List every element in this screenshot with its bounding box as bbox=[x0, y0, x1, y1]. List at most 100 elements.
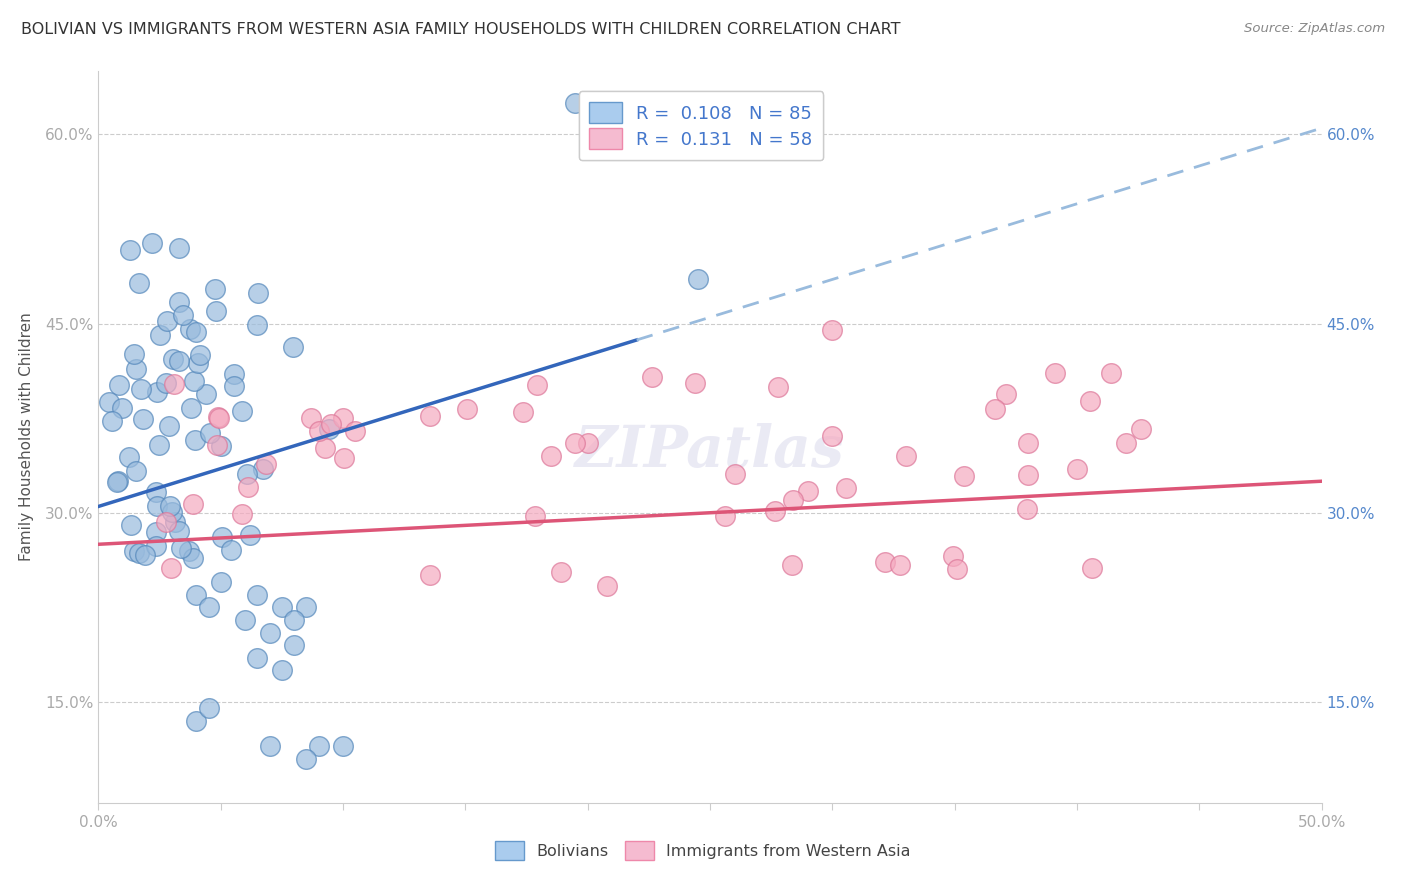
Point bbox=[208, 410, 231, 425]
Point bbox=[995, 386, 1018, 401]
Point bbox=[172, 308, 194, 322]
Point bbox=[162, 505, 184, 519]
Point bbox=[177, 544, 200, 558]
Point bbox=[596, 579, 619, 593]
Point bbox=[564, 95, 586, 110]
Point bbox=[797, 483, 820, 498]
Point bbox=[252, 462, 274, 476]
Point bbox=[259, 625, 281, 640]
Point bbox=[205, 438, 228, 452]
Point bbox=[332, 411, 354, 425]
Point bbox=[167, 295, 190, 310]
Point bbox=[318, 422, 340, 436]
Point bbox=[894, 449, 917, 463]
Point bbox=[295, 600, 318, 615]
Point bbox=[724, 467, 747, 481]
Point bbox=[942, 549, 965, 563]
Point bbox=[254, 457, 277, 471]
Point bbox=[198, 425, 221, 440]
Point bbox=[512, 405, 534, 419]
Point bbox=[183, 375, 205, 389]
Point bbox=[270, 600, 294, 615]
Point bbox=[159, 560, 181, 574]
Point bbox=[187, 356, 209, 370]
Point bbox=[145, 525, 167, 540]
Point bbox=[163, 376, 186, 391]
Point bbox=[238, 480, 260, 494]
Point bbox=[419, 409, 441, 423]
Point bbox=[314, 441, 336, 455]
Text: Source: ZipAtlas.com: Source: ZipAtlas.com bbox=[1244, 22, 1385, 36]
Point bbox=[889, 558, 911, 573]
Point bbox=[238, 528, 260, 542]
Point bbox=[222, 379, 245, 393]
Point bbox=[686, 272, 709, 286]
Point bbox=[101, 414, 124, 428]
Point bbox=[118, 450, 141, 465]
Point bbox=[1017, 467, 1039, 482]
Point bbox=[131, 382, 153, 396]
Point bbox=[205, 303, 228, 318]
Point bbox=[149, 328, 172, 343]
Point bbox=[231, 507, 253, 521]
Point bbox=[319, 417, 342, 432]
Point bbox=[576, 436, 599, 450]
Point bbox=[283, 638, 305, 652]
Point bbox=[259, 739, 281, 753]
Point bbox=[224, 367, 246, 381]
Point bbox=[181, 497, 204, 511]
Point bbox=[186, 714, 208, 728]
Point bbox=[984, 402, 1007, 417]
Point bbox=[188, 348, 211, 362]
Point bbox=[766, 380, 789, 394]
Point bbox=[873, 555, 896, 569]
Point bbox=[233, 613, 256, 627]
Point bbox=[1101, 366, 1123, 380]
Point bbox=[97, 395, 120, 409]
Point bbox=[145, 500, 167, 514]
Point bbox=[131, 412, 153, 426]
Point bbox=[195, 387, 218, 401]
Point bbox=[295, 752, 318, 766]
Point bbox=[120, 243, 142, 257]
Point bbox=[186, 326, 208, 340]
Point bbox=[526, 378, 548, 392]
Point bbox=[299, 411, 322, 425]
Point bbox=[419, 568, 441, 582]
Point bbox=[344, 424, 367, 438]
Point bbox=[211, 531, 233, 545]
Point bbox=[564, 436, 586, 450]
Point bbox=[125, 464, 148, 478]
Point bbox=[1080, 393, 1102, 408]
Point bbox=[945, 562, 967, 576]
Text: BOLIVIAN VS IMMIGRANTS FROM WESTERN ASIA FAMILY HOUSEHOLDS WITH CHILDREN CORRELA: BOLIVIAN VS IMMIGRANTS FROM WESTERN ASIA… bbox=[21, 22, 901, 37]
Point bbox=[207, 410, 229, 425]
Legend: Bolivians, Immigrants from Western Asia: Bolivians, Immigrants from Western Asia bbox=[489, 835, 917, 866]
Point bbox=[107, 474, 129, 488]
Point bbox=[283, 613, 305, 627]
Point bbox=[641, 370, 664, 384]
Point bbox=[141, 236, 163, 251]
Point bbox=[145, 485, 167, 500]
Point bbox=[332, 451, 354, 466]
Point bbox=[167, 354, 190, 368]
Point bbox=[1080, 560, 1102, 574]
Point bbox=[159, 500, 181, 514]
Point bbox=[105, 475, 128, 489]
Point bbox=[550, 565, 572, 579]
Point bbox=[204, 282, 226, 296]
Point bbox=[713, 508, 735, 523]
Point bbox=[186, 588, 208, 602]
Text: ZIPatlas: ZIPatlas bbox=[575, 424, 845, 480]
Point bbox=[1066, 461, 1088, 475]
Point bbox=[184, 433, 207, 447]
Point bbox=[683, 376, 706, 390]
Point bbox=[283, 340, 305, 354]
Point bbox=[246, 286, 269, 301]
Point bbox=[134, 548, 156, 562]
Point bbox=[1017, 436, 1039, 450]
Point bbox=[167, 524, 190, 538]
Point bbox=[122, 544, 145, 558]
Y-axis label: Family Households with Children: Family Households with Children bbox=[18, 313, 34, 561]
Point bbox=[308, 424, 330, 438]
